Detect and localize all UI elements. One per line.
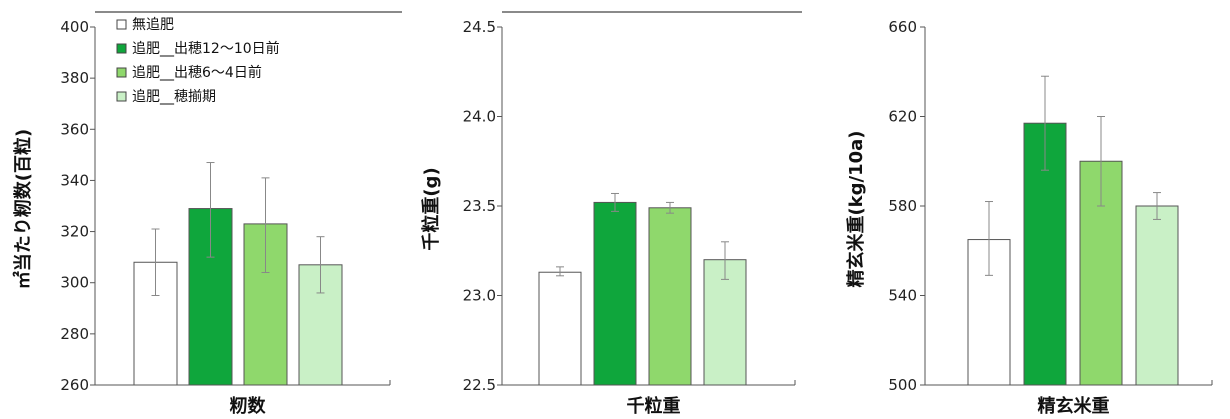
y-tick-label: 500 <box>888 376 917 394</box>
y-tick-label: 23.0 <box>463 287 496 305</box>
chart-panel-2: 22.5 23.0 23.5 24.0 24.5 千粒重 千粒重(g) <box>420 12 802 417</box>
y-tick-label: 360 <box>60 120 89 138</box>
legend-swatch-3 <box>117 68 126 77</box>
y-tick-label: 540 <box>888 287 917 305</box>
bar-3 <box>649 208 691 385</box>
y-tick-label: 320 <box>60 223 89 241</box>
y-tick-label: 300 <box>60 274 89 292</box>
y-tick-label: 400 <box>60 18 89 36</box>
bar-2 <box>594 202 636 385</box>
y-axis-label: 精玄米重(kg/10a) <box>845 130 867 287</box>
y-tick-label: 23.5 <box>463 197 496 215</box>
y-axis-label: 千粒重(g) <box>420 167 442 250</box>
bar-4 <box>1136 206 1178 385</box>
y-axis-label: ㎡当たり籾数(百粒) <box>12 129 34 289</box>
legend-label-2: 追肥__出穂12〜10日前 <box>132 40 280 57</box>
legend-swatch-1 <box>117 20 126 29</box>
legend-label-4: 追肥__穂揃期 <box>132 89 216 105</box>
y-tick-label: 260 <box>60 376 89 394</box>
legend-label-1: 無追肥 <box>132 17 174 33</box>
y-tick-label: 660 <box>888 18 917 36</box>
x-axis-label: 精玄米重 <box>1038 395 1110 417</box>
chart-panel-3: 500 540 580 620 660 精玄米重 精玄米重(kg/10a) <box>845 18 1212 417</box>
legend-swatch-4 <box>117 92 126 101</box>
y-tick-label: 24.5 <box>463 18 496 36</box>
y-tick-label: 280 <box>60 325 89 343</box>
legend-swatch-2 <box>117 44 126 53</box>
legend-label-3: 追肥__出穂6〜4日前 <box>132 64 262 81</box>
y-tick-label: 620 <box>888 108 917 126</box>
x-axis-label: 千粒重 <box>627 395 681 417</box>
bar-1 <box>539 272 581 385</box>
y-tick-label: 24.0 <box>463 108 496 126</box>
y-tick-label: 580 <box>888 197 917 215</box>
y-tick-label: 340 <box>60 171 89 189</box>
y-tick-label: 22.5 <box>463 376 496 394</box>
y-tick-label: 380 <box>60 69 89 87</box>
x-axis-label: 籾数 <box>230 395 267 417</box>
